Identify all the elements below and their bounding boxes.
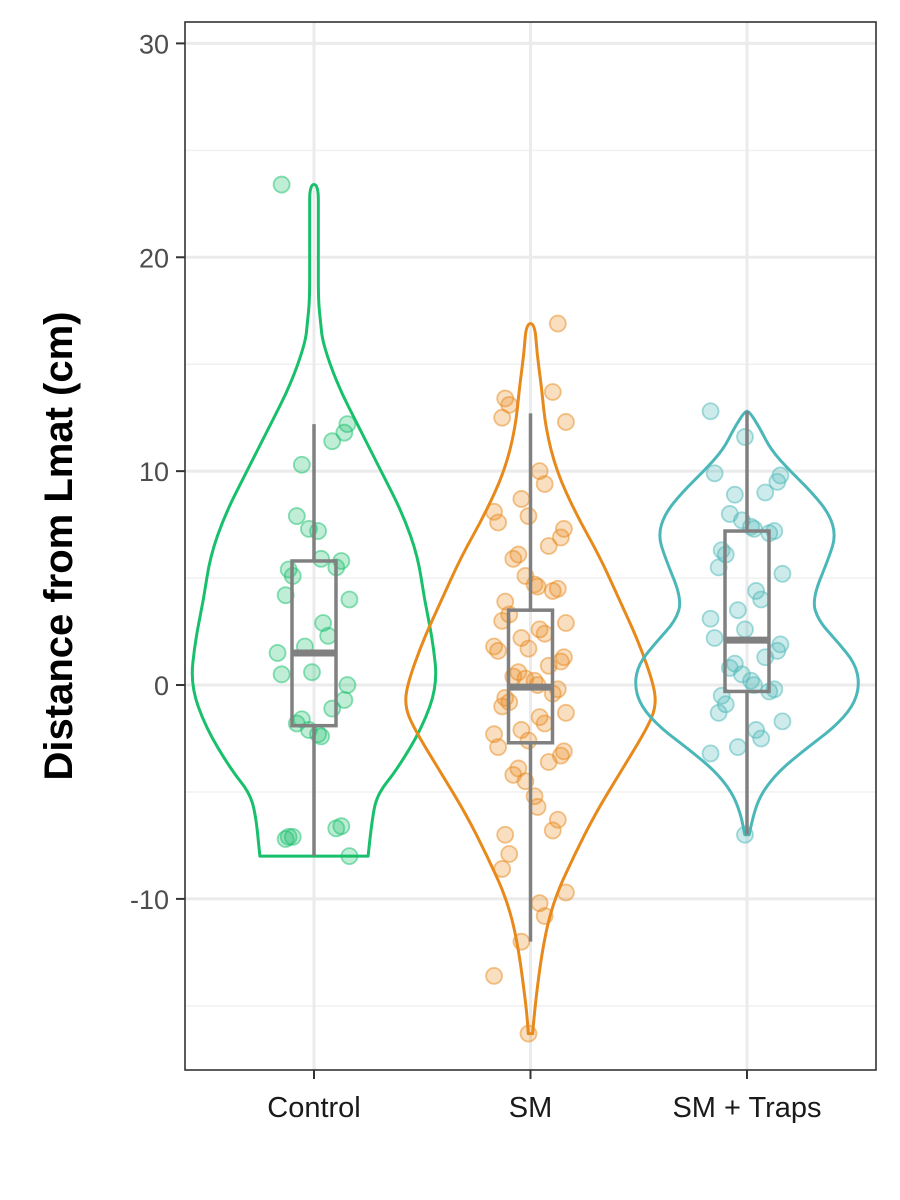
data-point (773, 564, 792, 583)
violin-sm-traps (634, 409, 860, 837)
data-point (496, 825, 515, 844)
data-point (519, 731, 538, 750)
data-point (557, 614, 575, 632)
data-point (733, 665, 751, 684)
data-point (512, 932, 531, 951)
violin-sm (404, 322, 657, 1036)
y-tick-label: -10 (130, 885, 169, 915)
data-point (709, 703, 728, 722)
data-point (725, 485, 744, 504)
box-iqr (290, 559, 338, 728)
data-point (287, 507, 306, 525)
axes: -10 0 10 20 30 Control SM SM + Traps (130, 29, 822, 1124)
data-point (338, 676, 357, 694)
data-point (752, 590, 771, 609)
data-point (551, 528, 570, 547)
data-point (489, 513, 508, 532)
y-tick-label: 20 (139, 243, 169, 273)
data-point (323, 432, 342, 451)
data-point (489, 641, 508, 660)
y-tick-label: 10 (139, 457, 169, 487)
data-point (272, 665, 291, 684)
data-point (701, 609, 720, 628)
data-point (500, 845, 519, 863)
data-point (728, 738, 747, 756)
data-point (504, 549, 523, 568)
data-point (543, 383, 562, 401)
data-point (268, 644, 287, 662)
data-point (340, 847, 359, 866)
data-point (319, 626, 338, 645)
data-point (272, 175, 291, 194)
x-tick-label: Control (267, 1092, 361, 1124)
data-point (773, 712, 792, 731)
violin-control (190, 183, 438, 858)
data-point (535, 714, 554, 733)
data-point (543, 582, 562, 600)
data-point (340, 590, 359, 609)
data-point (276, 830, 295, 848)
data-point (539, 753, 558, 771)
y-tick-label: 30 (139, 29, 169, 59)
data-point (752, 729, 771, 748)
boxplots (290, 411, 771, 942)
data-point (728, 601, 747, 620)
data-point (489, 738, 508, 756)
box-iqr (506, 608, 555, 745)
data-point (335, 423, 354, 442)
data-point (539, 656, 558, 675)
data-point (756, 483, 775, 502)
data-point (548, 810, 567, 829)
data-point (705, 464, 724, 483)
data-point (768, 472, 787, 491)
data-point (557, 413, 575, 431)
data-point (557, 703, 575, 722)
y-axis-title: Distance from Lmat (cm) (37, 312, 81, 781)
data-point (736, 620, 754, 639)
data-point (543, 821, 562, 840)
data-point (485, 966, 503, 985)
data-point (493, 860, 512, 878)
data-point (548, 314, 567, 333)
data-point (736, 428, 754, 446)
data-point (303, 663, 321, 682)
violins (190, 183, 860, 1036)
box-iqr (723, 529, 771, 694)
data-point (701, 402, 720, 421)
data-point (512, 490, 531, 508)
data-point (292, 455, 311, 474)
data-point (323, 699, 342, 718)
x-tick-label: SM (509, 1092, 553, 1124)
data-point (747, 582, 766, 600)
data-point (736, 825, 754, 844)
data-point (519, 507, 538, 525)
data-point (535, 624, 554, 643)
data-point (493, 408, 512, 427)
data-point (557, 883, 575, 902)
x-tick-label: SM + Traps (672, 1092, 821, 1124)
data-point (535, 907, 554, 925)
y-tick-label: 0 (154, 671, 169, 701)
data-point (519, 1024, 538, 1043)
data-point (519, 639, 538, 658)
data-point (485, 502, 503, 521)
data-point (756, 648, 775, 667)
data-point (535, 475, 554, 493)
data-point (327, 819, 346, 838)
data-point (705, 629, 724, 647)
data-point (701, 744, 720, 763)
data-point (539, 537, 558, 555)
